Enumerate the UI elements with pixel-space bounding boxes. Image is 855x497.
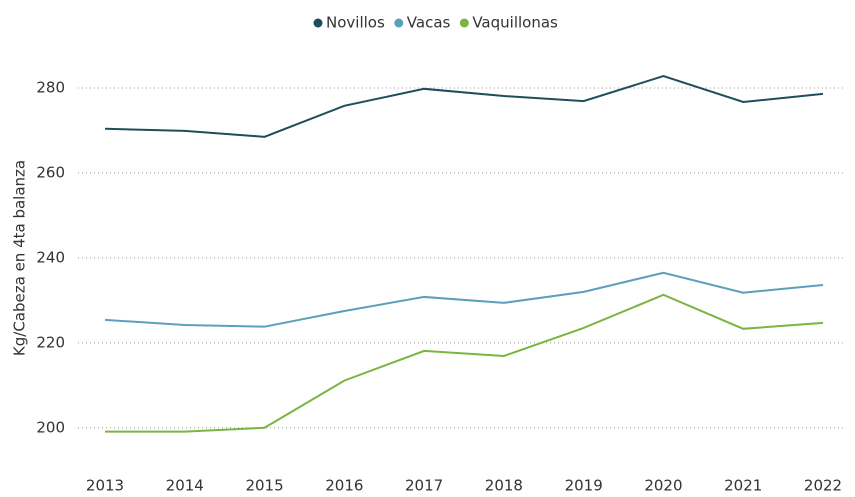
legend-marker	[459, 18, 469, 28]
legend-label: Vacas	[407, 14, 451, 32]
x-tick-label: 2022	[804, 477, 842, 494]
x-tick-label: 2017	[405, 477, 443, 494]
line-series	[104, 75, 824, 138]
y-axis-label: Kg/Cabeza en 4ta balanza	[11, 160, 29, 356]
line-series	[104, 271, 824, 328]
legend-marker	[313, 18, 323, 28]
x-tick-label: 2015	[245, 477, 283, 494]
legend-marker	[394, 18, 404, 28]
y-tick-label: 200	[36, 418, 65, 436]
y-tick-label: 280	[36, 78, 65, 96]
x-tick-label: 2016	[325, 477, 363, 494]
y-tick-label: 220	[36, 333, 65, 351]
x-tick-label: 2013	[86, 477, 124, 494]
x-tick-label: 2020	[644, 477, 682, 494]
x-tick-label: 2018	[485, 477, 523, 494]
legend-label: Vaquillonas	[472, 14, 558, 32]
y-tick-label: 260	[36, 163, 65, 181]
x-tick-label: 2014	[166, 477, 204, 494]
line-series	[105, 293, 824, 433]
y-tick-label: 240	[36, 248, 65, 266]
legend: Novillos Vacas Vaquillonas	[313, 14, 558, 32]
legend-label: Novillos	[326, 14, 385, 32]
x-tick-label: 2021	[724, 477, 762, 494]
x-tick-label: 2019	[565, 477, 603, 494]
